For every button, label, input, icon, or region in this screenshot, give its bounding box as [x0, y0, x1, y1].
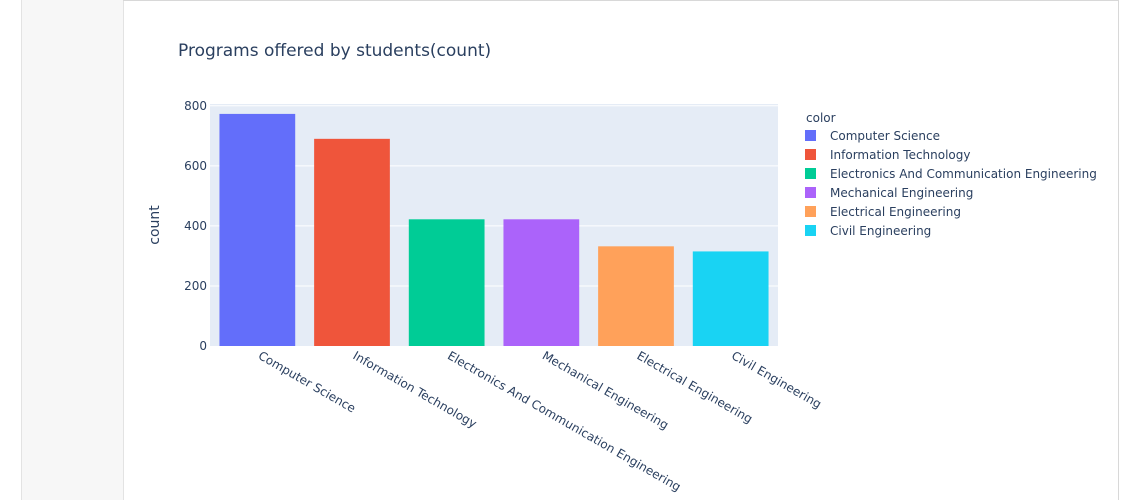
y-tick-label: 400 — [184, 219, 207, 233]
legend-swatch[interactable] — [805, 187, 816, 198]
legend-swatch[interactable] — [805, 168, 816, 179]
y-tick-label: 0 — [199, 339, 207, 353]
bar-information-technology[interactable] — [314, 138, 390, 346]
legend-item-label[interactable]: Electrical Engineering — [830, 205, 961, 219]
bar-mechanical-engineering[interactable] — [503, 219, 580, 346]
legend-title: color — [806, 111, 836, 125]
legend-item-label[interactable]: Mechanical Engineering — [830, 186, 973, 200]
plot-area — [210, 104, 778, 346]
bar-electronics-and-communication-engineering[interactable] — [408, 219, 485, 346]
legend-item-label[interactable]: Information Technology — [830, 148, 971, 162]
y-tick-label: 600 — [184, 159, 207, 173]
legend-item-label[interactable]: Civil Engineering — [830, 224, 931, 238]
x-tick-label: Computer Science — [256, 348, 358, 415]
legend-swatch[interactable] — [805, 130, 816, 141]
notebook-gutter — [21, 0, 124, 500]
bar-civil-engineering[interactable] — [692, 251, 769, 346]
legend-item-label[interactable]: Electronics And Communication Engineerin… — [830, 167, 1097, 181]
cell-top-border — [123, 0, 1119, 1]
legend-swatch[interactable] — [805, 206, 816, 217]
bar-electrical-engineering[interactable] — [598, 246, 674, 346]
y-tick-label: 800 — [184, 99, 207, 113]
x-tick-label: Civil Engineering — [729, 348, 824, 411]
legend-item-label[interactable]: Computer Science — [830, 129, 940, 143]
legend-swatch[interactable] — [805, 149, 816, 160]
cell-right-border — [1118, 0, 1119, 500]
y-axis-title: count — [147, 205, 163, 245]
chart-title: Programs offered by students(count) — [178, 41, 491, 61]
y-tick-label: 200 — [184, 279, 207, 293]
legend-swatch[interactable] — [805, 225, 816, 236]
bar-computer-science[interactable] — [219, 113, 296, 346]
